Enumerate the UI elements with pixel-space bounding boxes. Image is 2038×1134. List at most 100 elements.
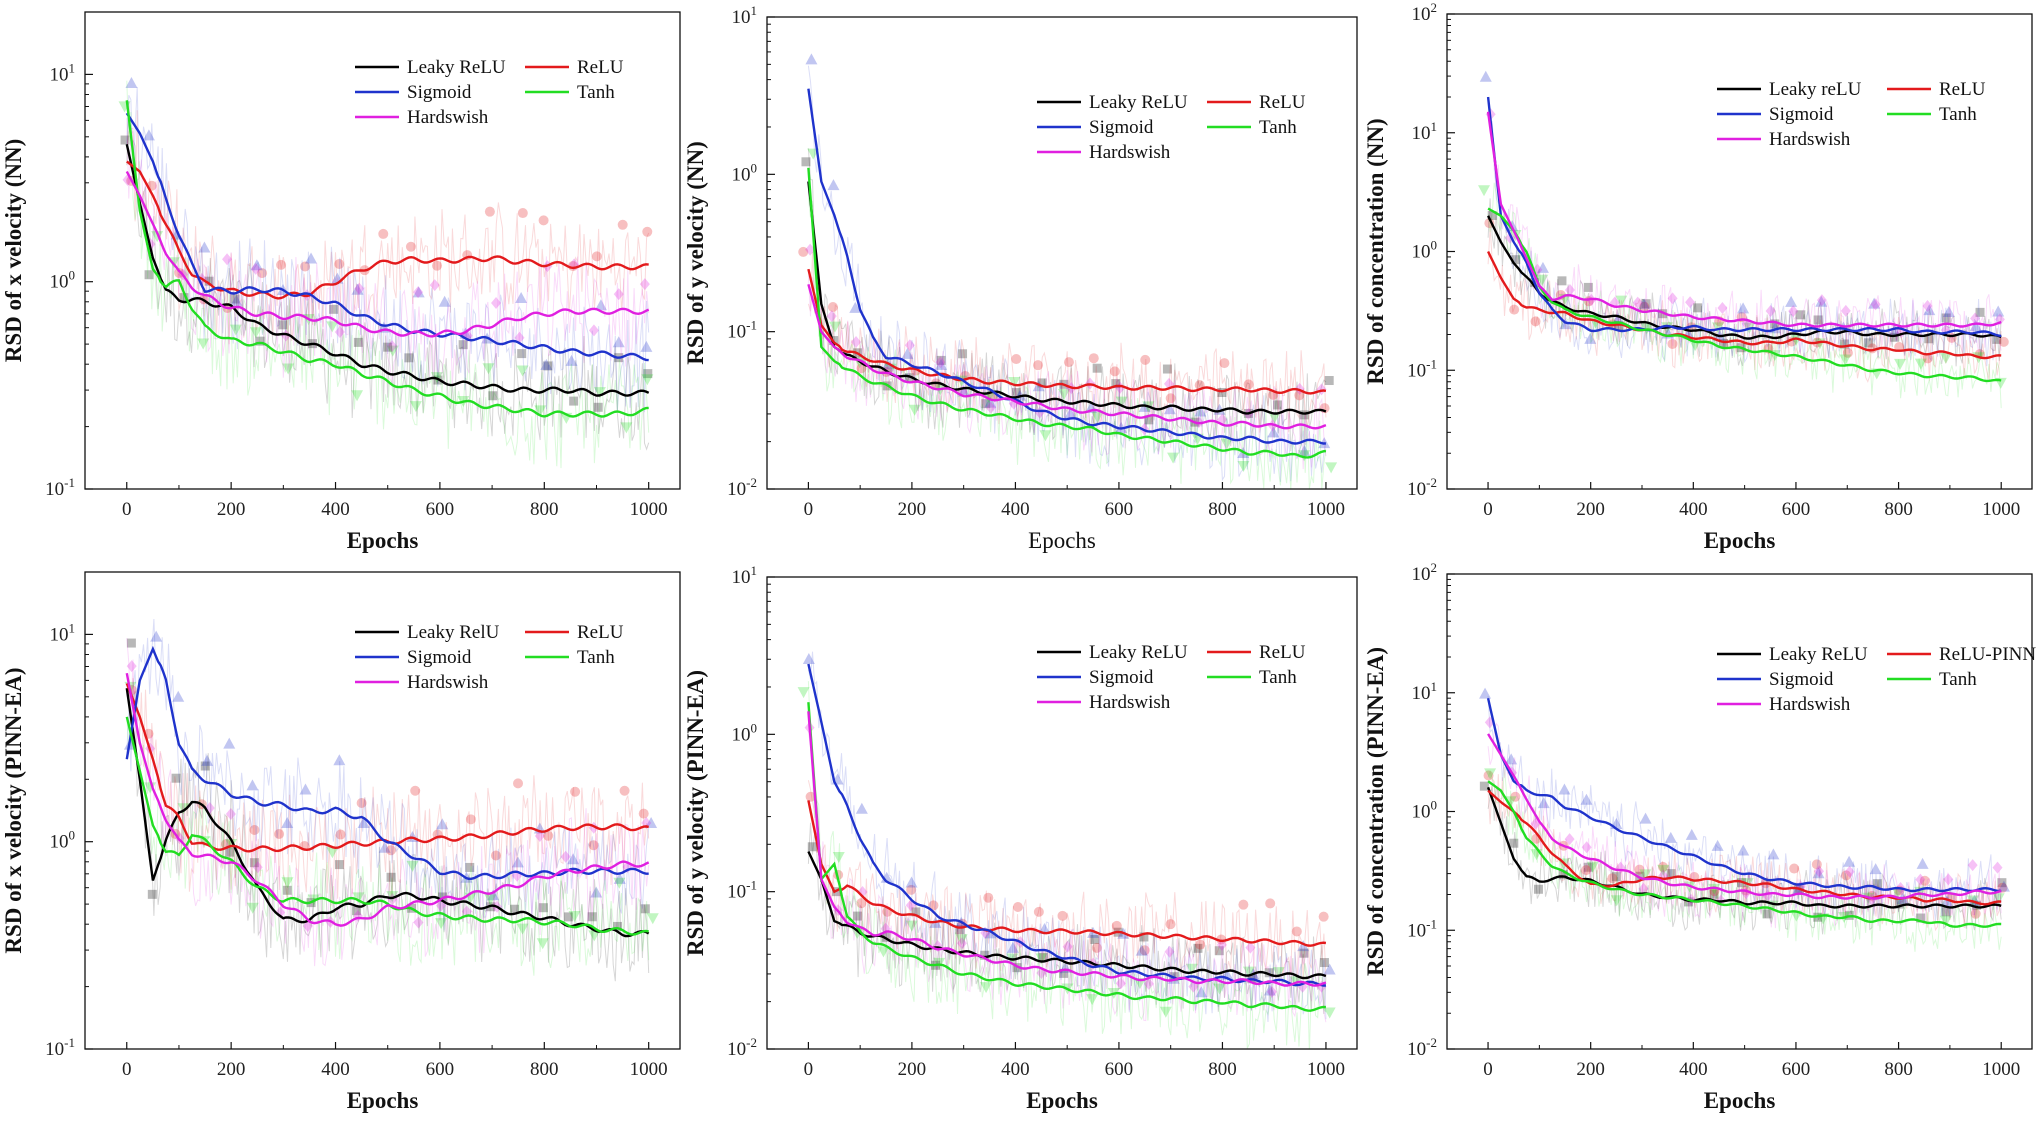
sample-marker xyxy=(933,957,946,969)
legend-label-sigmoid: Sigmoid xyxy=(407,647,472,668)
sample-marker xyxy=(126,660,137,673)
sample-marker xyxy=(798,246,809,257)
legend-label-tanh: Tanh xyxy=(1259,667,1297,688)
sample-marker xyxy=(1213,983,1226,995)
y-tick-label: 101 xyxy=(732,563,758,588)
sample-marker xyxy=(1165,393,1176,404)
sample-marker xyxy=(1717,301,1728,314)
y-tick-label: 10-1 xyxy=(45,475,75,500)
sample-marker xyxy=(1536,261,1549,273)
y-tick-label: 10-2 xyxy=(727,1035,757,1060)
sample-marker xyxy=(1195,939,1206,950)
sample-marker xyxy=(386,872,396,882)
sample-marker xyxy=(935,358,948,370)
sample-marker xyxy=(354,282,365,295)
sample-marker xyxy=(1058,389,1071,401)
sample-marker xyxy=(249,327,262,339)
sample-marker xyxy=(563,912,573,922)
sample-marker xyxy=(570,786,581,797)
sample-marker xyxy=(802,652,815,664)
series-line-sigmoid xyxy=(1486,697,2002,893)
noise-trace-relu xyxy=(126,110,650,355)
y-tick-label: 10-2 xyxy=(1407,475,1437,500)
sample-marker xyxy=(413,916,424,929)
sample-marker xyxy=(1509,838,1519,848)
sample-marker xyxy=(827,301,838,312)
x-tick-label: 600 xyxy=(1105,499,1134,520)
sample-marker xyxy=(1815,295,1828,307)
sample-marker xyxy=(1140,354,1151,365)
x-tick-label: 600 xyxy=(1105,1059,1134,1080)
sample-marker xyxy=(249,824,260,835)
sample-marker xyxy=(1245,941,1256,954)
sample-marker xyxy=(246,902,259,914)
sample-marker xyxy=(1272,400,1282,410)
sample-marker xyxy=(1839,354,1852,366)
sample-marker xyxy=(1325,462,1338,474)
sample-marker xyxy=(249,858,259,868)
sample-marker xyxy=(904,339,915,352)
sample-marker xyxy=(281,877,294,889)
sample-marker xyxy=(1162,364,1172,374)
y-tick-label: 101 xyxy=(732,3,758,28)
sample-marker xyxy=(151,231,164,243)
sample-marker xyxy=(385,845,396,856)
sample-marker xyxy=(1265,898,1276,909)
sample-marker xyxy=(406,860,419,872)
sample-marker xyxy=(172,690,185,702)
sample-marker xyxy=(540,358,553,370)
legend-label-leaky: Leaky ReLU xyxy=(1769,644,1868,665)
sample-marker xyxy=(334,326,345,339)
sample-marker xyxy=(565,354,578,366)
legend-label-hardswish: Hardswish xyxy=(407,107,489,128)
sample-marker xyxy=(491,297,502,310)
series-line-leaky xyxy=(1487,215,2002,340)
sample-marker xyxy=(643,369,653,379)
sample-marker xyxy=(958,349,968,359)
sample-marker xyxy=(1509,304,1520,315)
sample-marker xyxy=(983,892,994,903)
sample-marker xyxy=(177,803,190,815)
sample-marker xyxy=(640,340,653,352)
sample-marker xyxy=(908,404,921,416)
sample-marker xyxy=(198,241,211,253)
x-tick-label: 1000 xyxy=(630,1059,668,1080)
sample-marker xyxy=(1194,405,1207,417)
y-tick-label: 10-1 xyxy=(727,878,757,903)
sample-marker xyxy=(436,818,449,830)
sample-marker xyxy=(905,876,918,888)
series-line-sigmoid xyxy=(807,88,1326,445)
sample-marker xyxy=(230,294,243,306)
sample-marker xyxy=(1914,358,1927,370)
sample-marker xyxy=(465,862,475,872)
sample-marker xyxy=(144,270,154,280)
legend-label-relu: ReLU xyxy=(577,57,624,78)
sample-marker xyxy=(509,904,519,914)
sample-marker xyxy=(911,907,921,917)
sample-marker xyxy=(1922,353,1933,364)
sample-marker xyxy=(905,920,918,932)
sample-marker xyxy=(1992,305,2005,317)
sample-marker xyxy=(1484,768,1497,780)
sample-marker xyxy=(1297,940,1310,952)
noise-trace-relu xyxy=(807,780,1327,984)
x-tick-label: 400 xyxy=(321,499,350,520)
sample-marker xyxy=(1268,412,1281,424)
series-line-hardswish xyxy=(125,170,650,338)
sample-marker xyxy=(1062,940,1073,953)
sample-marker xyxy=(225,847,235,857)
sample-marker xyxy=(1610,895,1623,907)
x-tick-label: 400 xyxy=(1679,1059,1708,1080)
sample-marker xyxy=(1941,907,1951,917)
sample-marker xyxy=(646,913,659,925)
sample-marker xyxy=(1533,884,1543,894)
sample-marker xyxy=(534,829,545,842)
sample-marker xyxy=(174,267,185,278)
sample-marker xyxy=(299,783,312,795)
sample-marker xyxy=(353,337,363,347)
sample-marker xyxy=(1992,861,2003,874)
x-axis-title: Epochs xyxy=(1704,528,1776,553)
y-tick-label: 10-1 xyxy=(1407,916,1437,941)
sample-marker xyxy=(201,754,214,766)
sample-marker xyxy=(613,288,624,301)
